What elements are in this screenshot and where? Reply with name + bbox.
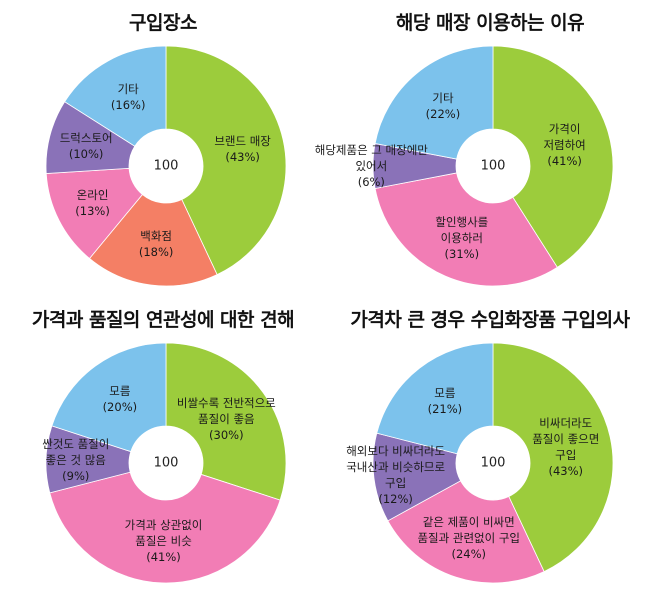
pie-slice [492, 342, 614, 573]
slice-label: 비쌀수록 전반적으로 품질이 좋음 (30%) [177, 395, 276, 443]
slice-value: (20%) [102, 400, 138, 415]
donut-chart [45, 45, 287, 287]
slice-label: 가격과 상관없이 품질은 비슷 (41%) [125, 517, 203, 565]
slice-label-text: 백화점 [140, 228, 173, 243]
slice-value: (31%) [444, 247, 480, 262]
slice-value: (41%) [146, 550, 181, 565]
pie-slice [88, 193, 218, 287]
slice-label-text: 국내산과 비슷하므로 [346, 460, 446, 475]
slice-value: (21%) [427, 401, 463, 416]
slice-value: (6%) [357, 175, 385, 189]
chart-store-reason: 해당 매장 이용하는 이유 가격이 저렴하여 (41%) 할인행사를 이용하러 (31%)… [315, 0, 653, 296]
chart-price-quality: 가격과 품질의 연관성에 대한 견해 비쌀수록 전반적으로 품질이 좋음 (30%)… [0, 297, 326, 593]
center-total: 100 [480, 158, 506, 174]
slice-label: 비싸더라도 품질이 좋으면 구입 (43%) [532, 415, 599, 479]
pie-slice [49, 471, 281, 584]
center-total: 100 [153, 455, 179, 471]
slice-value: (18%) [138, 244, 174, 259]
donut-chart [372, 342, 614, 584]
donut-chart [372, 45, 614, 287]
slice-label-text: 좋은 것 많음 [45, 453, 106, 468]
slice-label: 가격이 저렴하여 (41%) [543, 121, 585, 169]
slice-label-text: 구입 [555, 447, 577, 462]
slice-label: 싼것도 품질이 좋은 것 많음 (9%) [42, 436, 109, 484]
slice-label: 모름 (20%) [103, 383, 138, 415]
slice-value: (43%) [548, 463, 584, 478]
center-total: 100 [480, 455, 506, 471]
slice-label-text: 구입 [385, 476, 407, 491]
slice-label-text: 기타 [432, 90, 454, 105]
slice-value: (10%) [68, 146, 104, 161]
slice-label-text: 가격과 상관없이 [124, 518, 203, 533]
pie-slice [64, 45, 167, 147]
slice-label-text: 품질이 좋음 [198, 412, 255, 427]
slice-label: 해외보다 비싸더라도 국내산과 비슷하므로 구입 (12%) [346, 443, 445, 507]
slice-label-text: 모름 [434, 385, 456, 400]
slice-label-text: 있어서 [355, 159, 388, 173]
slice-label: 온라인 (13%) [75, 187, 110, 219]
slice-value: (22%) [425, 106, 461, 121]
slice-label-text: 이용하러 [440, 231, 483, 246]
slice-label-text: 가격이 [548, 122, 581, 137]
slice-value: (9%) [62, 469, 90, 484]
chart-title: 가격과 품질의 연관성에 대한 견해 [31, 309, 295, 331]
slice-label: 브랜드 매장 (43%) [214, 133, 271, 165]
slice-label: 백화점 (18%) [139, 228, 174, 260]
chart-title: 해당 매장 이용하는 이유 [395, 12, 585, 34]
slice-label: 같은 제품이 비싸면 품질과 관련없이 구입 (24%) [417, 514, 520, 562]
slice-label-text: 같은 제품이 비싸면 [422, 514, 515, 529]
pie-slice [374, 172, 558, 287]
slice-label: 할인행사를 이용하러 (31%) [435, 214, 488, 262]
slice-label-text: 싼것도 품질이 [42, 437, 110, 452]
center-total: 100 [153, 158, 179, 174]
slice-label-text: 브랜드 매장 [214, 133, 271, 148]
slice-label: 기타 (16%) [111, 81, 146, 113]
slice-label: 드럭스토어 (10%) [60, 130, 113, 162]
pie-slice [165, 342, 287, 501]
pie-slice [45, 167, 143, 260]
slice-label-text: 해당제품은 그 매장에만 [314, 143, 428, 157]
slice-value: (16%) [110, 98, 146, 113]
slice-label-text: 비쌀수록 전반적으로 [176, 396, 276, 411]
pie-slice [165, 45, 287, 276]
slice-label-text: 드럭스토어 [59, 130, 113, 145]
slice-label-text: 할인행사를 [435, 215, 489, 230]
slice-label-text: 모름 [109, 384, 131, 399]
slice-label-text: 기타 [117, 82, 139, 97]
slice-value: (30%) [209, 428, 244, 443]
chart-title: 구입장소 [129, 12, 197, 34]
pie-slice [51, 342, 167, 453]
chart-import-intent: 가격차 큰 경우 수입화장품 구입의사 비싸더라도 품질이 좋으면 구입 (43%) 같… [327, 297, 653, 593]
slice-value: (24%) [451, 546, 486, 561]
slice-label-text: 온라인 [76, 188, 109, 203]
slice-value: (12%) [378, 492, 413, 507]
slice-label-text: 저렴하여 [543, 138, 586, 153]
slice-value: (41%) [547, 154, 582, 169]
slice-label: 기타 (22%) [426, 90, 461, 122]
chart-title: 가격차 큰 경우 수입화장품 구입의사 [350, 309, 630, 331]
slice-label: 모름 (21%) [428, 385, 463, 417]
pie-slice [387, 480, 545, 584]
slice-label-text: 품질은 비슷 [135, 534, 192, 549]
slice-label-text: 비싸더라도 [539, 415, 593, 430]
pie-slice [492, 45, 614, 268]
pie-slice [374, 45, 494, 160]
slice-label-text: 해외보다 비싸더라도 [346, 444, 446, 459]
slice-value: (13%) [75, 204, 110, 219]
chart-purchase-place: 구입장소 브랜드 매장 (43%) 백화점 (18%) 온라인 (13%) 드럭스토어 (10… [0, 0, 326, 296]
pie-slice [376, 342, 494, 455]
slice-label-text: 품질과 관련없이 구입 [417, 530, 520, 545]
donut-chart [45, 342, 287, 584]
slice-label-text: 품질이 좋으면 [532, 431, 600, 446]
slice-value: (43%) [225, 149, 260, 164]
